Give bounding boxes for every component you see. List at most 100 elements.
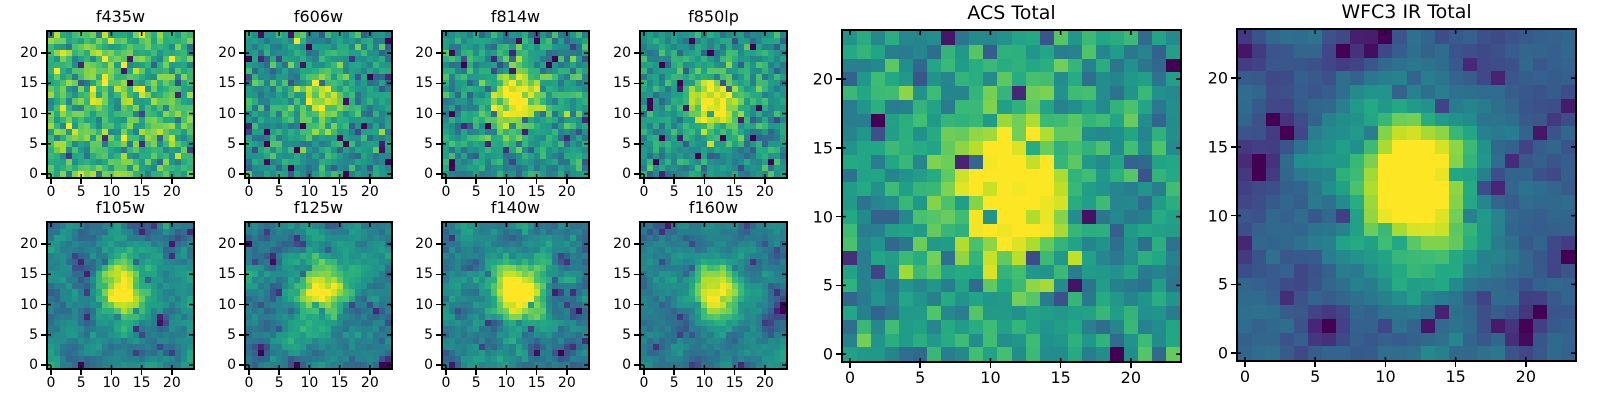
x-tick-mark [703, 179, 706, 184]
x-tick-label: 15 [725, 375, 744, 391]
x-tick-label: 15 [1445, 367, 1466, 386]
y-tick-label: 15 [20, 75, 38, 92]
y-tick-mark [634, 173, 639, 175]
panel-f814w: f814w 0 5 10 15 20 0 5 10 15 20 [415, 7, 590, 200]
panel-title: f160w [688, 198, 739, 217]
x-tick-mark [338, 179, 341, 184]
y-tick-label: 5 [29, 326, 38, 343]
x-tick-mark [308, 179, 311, 184]
heatmap-canvas [244, 30, 393, 179]
y-tick-mark [836, 215, 841, 218]
y-tick-mark [634, 364, 639, 366]
x-tick-label: 15 [725, 184, 744, 200]
y-tick-label: 15 [218, 75, 236, 92]
y-tick-mark [436, 364, 441, 366]
x-tick-label: 20 [360, 184, 379, 200]
x-tick-label: 0 [639, 184, 649, 200]
x-tick-mark [1525, 362, 1527, 367]
x-tick-label: 0 [441, 184, 451, 200]
y-tick-label: 10 [812, 207, 833, 227]
panel-title: f140w [490, 198, 541, 217]
x-tick-label: 15 [1050, 368, 1071, 387]
x-tick-mark [278, 370, 280, 375]
y-tick-mark [436, 173, 441, 175]
x-tick-label: 10 [980, 368, 1001, 387]
x-tick-label: 5 [915, 368, 926, 387]
panel-f125w: f125w 0 5 10 15 20 0 5 10 15 20 [218, 198, 393, 391]
panel-title: f105w [95, 198, 146, 217]
x-tick-label: 20 [755, 375, 774, 391]
y-tick-mark [436, 334, 441, 336]
panel-title: f606w [293, 7, 344, 26]
x-tick-mark [80, 370, 82, 375]
x-tick-label: 10 [300, 184, 319, 200]
x-tick-label: 15 [527, 375, 546, 391]
y-tick-mark [239, 173, 244, 175]
y-tick-label: 5 [822, 275, 833, 295]
heatmap-canvas [1236, 28, 1577, 362]
x-tick-label: 10 [497, 184, 516, 200]
y-tick-label: 10 [20, 296, 38, 313]
x-tick-label: 0 [1239, 367, 1251, 386]
y-tick-label: 10 [613, 296, 631, 313]
x-tick-mark [643, 179, 645, 184]
x-tick-label: 0 [639, 375, 649, 391]
x-tick-mark [673, 179, 675, 184]
x-tick-label: 20 [162, 184, 181, 200]
y-tick-label: 0 [424, 356, 433, 373]
heatmap-canvas [639, 30, 788, 179]
y-tick-label: 0 [1217, 343, 1228, 363]
x-tick-mark [733, 179, 736, 184]
x-tick-mark [1384, 362, 1387, 367]
y-tick-label: 15 [613, 266, 631, 283]
y-tick-mark [1231, 214, 1236, 217]
y-tick-label: 20 [812, 69, 833, 89]
x-tick-mark [140, 370, 143, 375]
y-tick-label: 5 [227, 135, 236, 152]
y-tick-mark [239, 334, 244, 336]
x-tick-label: 0 [244, 375, 254, 391]
x-tick-mark [643, 370, 645, 375]
heatmap-canvas [46, 30, 195, 179]
x-tick-mark [110, 179, 113, 184]
y-tick-label: 5 [424, 326, 433, 343]
x-tick-mark [1130, 363, 1132, 368]
y-tick-label: 10 [1207, 206, 1228, 226]
x-tick-mark [764, 179, 766, 184]
x-tick-mark [445, 179, 447, 184]
x-tick-label: 0 [441, 375, 451, 391]
y-tick-mark [634, 82, 639, 85]
y-tick-mark [41, 334, 46, 336]
heatmap-canvas [441, 221, 590, 370]
x-tick-label: 5 [274, 375, 284, 391]
x-tick-label: 5 [471, 184, 481, 200]
y-tick-label: 0 [424, 165, 433, 182]
heatmap-canvas [46, 221, 195, 370]
x-tick-mark [171, 370, 173, 375]
y-tick-label: 15 [20, 266, 38, 283]
panel-title: f125w [293, 198, 344, 217]
x-tick-label: 20 [557, 375, 576, 391]
y-tick-mark [1231, 77, 1236, 79]
y-tick-mark [239, 273, 244, 276]
y-tick-mark [239, 303, 244, 306]
y-tick-label: 5 [424, 135, 433, 152]
x-tick-label: 5 [274, 184, 284, 200]
y-tick-label: 5 [1217, 274, 1228, 294]
y-tick-mark [436, 243, 441, 245]
x-tick-label: 5 [669, 375, 679, 391]
y-tick-mark [41, 173, 46, 175]
x-tick-mark [445, 370, 447, 375]
x-tick-mark [369, 370, 371, 375]
panel-f160w: f160w 0 5 10 15 20 0 5 10 15 20 [613, 198, 788, 391]
x-tick-mark [278, 179, 280, 184]
x-tick-mark [80, 179, 82, 184]
y-tick-mark [41, 143, 46, 145]
x-tick-label: 5 [76, 375, 86, 391]
x-tick-label: 10 [300, 375, 319, 391]
y-tick-label: 0 [29, 165, 38, 182]
x-tick-label: 20 [1120, 368, 1142, 387]
x-tick-mark [369, 179, 371, 184]
x-tick-mark [989, 363, 992, 368]
